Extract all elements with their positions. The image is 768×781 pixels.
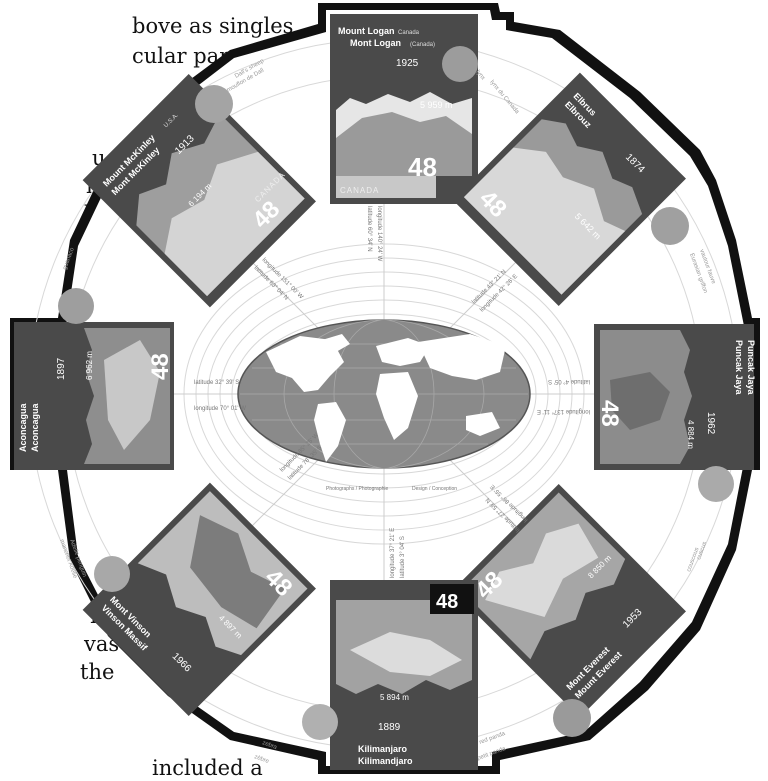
lower-left-fragment-5: the xyxy=(80,660,115,684)
kilimanjaro-name-fr: Kilimandjaro xyxy=(358,756,413,766)
stamp-aconcagua: Aconcagua Aconcagua 1897 6 962 m 48 xyxy=(14,322,174,470)
coord-label: longitude 37° 21' E xyxy=(390,528,396,578)
stamp-mount-logan: Mount Logan Canada Mont Logan (Canada) 1… xyxy=(330,14,478,204)
coord-label: longitude 70° 01' W xyxy=(194,406,246,412)
world-globe xyxy=(237,319,531,469)
stamp-vinson-massif: Vinson Massif Mont Vinson 1966 4 897 m 4… xyxy=(82,482,316,716)
dall-sheep-photo-icon xyxy=(195,85,233,123)
logan-region-fr: (Canada) xyxy=(410,42,435,48)
stamp-kilimanjaro: Kilimanjaro Kilimandjaro 1889 5 894 m 48 xyxy=(330,580,478,770)
coord-label: latitude 3° 04' S xyxy=(400,536,406,578)
aconcagua-name-fr: Aconcagua xyxy=(30,402,40,452)
kilimanjaro-name: Kilimanjaro xyxy=(358,744,408,754)
stamp-elbrus: Elbrus Elbrouz 1874 5 642 m 48 xyxy=(452,72,686,306)
logan-year: 1925 xyxy=(396,58,419,69)
design-credit: Design / Conception xyxy=(412,486,457,492)
photo-credit: Photographs / Photographie xyxy=(326,486,388,492)
red-panda-photo-icon xyxy=(553,699,591,737)
guanaco-photo-icon xyxy=(58,288,94,324)
aconcagua-elevation: 6 962 m xyxy=(85,351,94,380)
logan-name: Mount Logan xyxy=(338,26,394,36)
aconcagua-name: Aconcagua xyxy=(18,402,28,452)
coord-label: latitude 60° 34' N xyxy=(366,206,372,252)
lynx-photo-icon xyxy=(442,46,478,82)
kilimanjaro-year: 1889 xyxy=(378,722,401,733)
penguin-photo-icon xyxy=(94,556,130,592)
stamp-mount-mckinley: Mount McKinley U.S.A. Mont McKinley 1913… xyxy=(82,74,316,308)
coord-label: longitude 137° 11' E xyxy=(537,408,590,414)
logan-country: CANADA xyxy=(340,186,379,195)
jaya-name: Puncak Jaya xyxy=(746,340,756,396)
kilimanjaro-denomination: 48 xyxy=(436,591,458,613)
cuscus-photo-icon xyxy=(698,466,734,502)
jaya-year: 1962 xyxy=(705,412,716,435)
kilimanjaro-elevation: 5 894 m xyxy=(380,693,409,702)
continents xyxy=(266,334,506,462)
logan-denomination: 48 xyxy=(408,152,437,182)
zebra-photo-icon xyxy=(302,704,338,740)
coord-label: latitude 32° 39' S xyxy=(194,380,239,386)
griffon-photo-icon xyxy=(651,207,689,245)
coord-label: longitude 140° 24' W xyxy=(376,206,382,262)
logan-animal-en: lynx xyxy=(474,69,485,81)
stamp-puncak-jaya: Puncak Jaya Puncak Jaya 1962 4 884 m 48 xyxy=(594,324,756,470)
jaya-elevation: 4 884 m xyxy=(686,420,695,449)
aconcagua-denomination: 48 xyxy=(147,353,174,380)
jaya-name-fr: Puncak Jaya xyxy=(734,340,744,396)
bottom-text-line: included a xyxy=(152,756,263,780)
logan-elevation: 5 959 m xyxy=(420,100,453,110)
kilimanjaro-animal-fr: zèbre xyxy=(253,754,270,765)
aconcagua-year: 1897 xyxy=(56,357,67,380)
top-text-line-1: bove as singles xyxy=(132,14,294,38)
kilimanjaro-animal-en: zebra xyxy=(261,740,278,751)
logan-region: Canada xyxy=(398,30,420,36)
jaya-denomination: 48 xyxy=(596,400,623,427)
coord-label: latitude 4° 05' S xyxy=(548,378,590,384)
logan-name-fr: Mont Logan xyxy=(350,38,401,48)
